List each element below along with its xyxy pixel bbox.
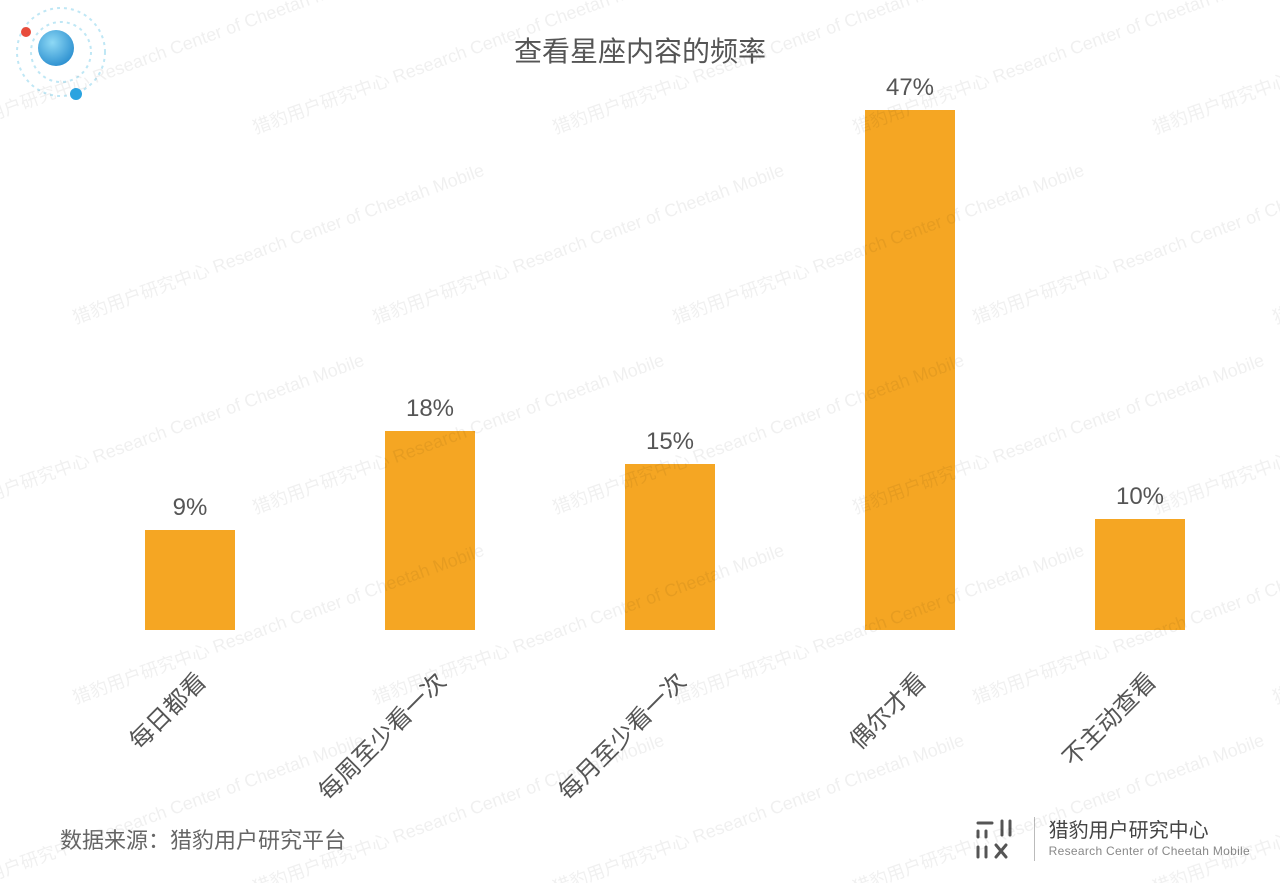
bar-group: 18% (385, 431, 475, 630)
x-axis-label: 每周至少看一次 (309, 663, 453, 807)
bar-value-label: 9% (173, 494, 208, 522)
bar-group: 47% (865, 110, 955, 630)
x-axis-label: 不主动查看 (1053, 663, 1163, 773)
watermark-text: 猎豹用户研究中心 Research Center of Cheetah Mobi… (1269, 536, 1280, 710)
bar-group: 15% (625, 464, 715, 630)
bar (1095, 519, 1185, 630)
plot-area: 9% 18% 15% 47% 10% (60, 110, 1220, 630)
x-axis-labels: 每日都看 每周至少看一次每月至少看一次 偶尔才看 不主动查看 (60, 640, 1220, 810)
watermark-text: 猎豹用户研究中心 Research Center of Cheetah Mobi… (1269, 156, 1280, 330)
brand-en: Research Center of Cheetah Mobile (1049, 844, 1250, 859)
bar-value-label: 47% (886, 74, 934, 102)
brand-cn: 猎豹用户研究中心 (1049, 819, 1250, 844)
chart-container: { "chart": { "type": "bar", "title": "查看… (0, 0, 1280, 883)
bar-group: 9% (145, 530, 235, 630)
bar (625, 464, 715, 630)
bar-value-label: 10% (1116, 483, 1164, 511)
brand-block: 猎豹用户研究中心 Research Center of Cheetah Mobi… (974, 817, 1250, 861)
bar-group: 10% (1095, 519, 1185, 630)
x-axis-label: 每日都看 (120, 663, 213, 756)
bar (385, 431, 475, 630)
brand-text: 猎豹用户研究中心 Research Center of Cheetah Mobi… (1049, 819, 1250, 859)
brand-divider (1034, 817, 1035, 861)
x-axis-label: 偶尔才看 (840, 663, 933, 756)
bar (865, 110, 955, 630)
x-axis-label: 每月至少看一次 (549, 663, 693, 807)
chart-title: 查看星座内容的频率 (0, 30, 1280, 70)
bar (145, 530, 235, 630)
brand-mark-icon (974, 817, 1020, 861)
bar-value-label: 15% (646, 428, 694, 456)
bar-value-label: 18% (406, 395, 454, 423)
source-line: 数据来源：猎豹用户研究平台 (60, 823, 346, 855)
